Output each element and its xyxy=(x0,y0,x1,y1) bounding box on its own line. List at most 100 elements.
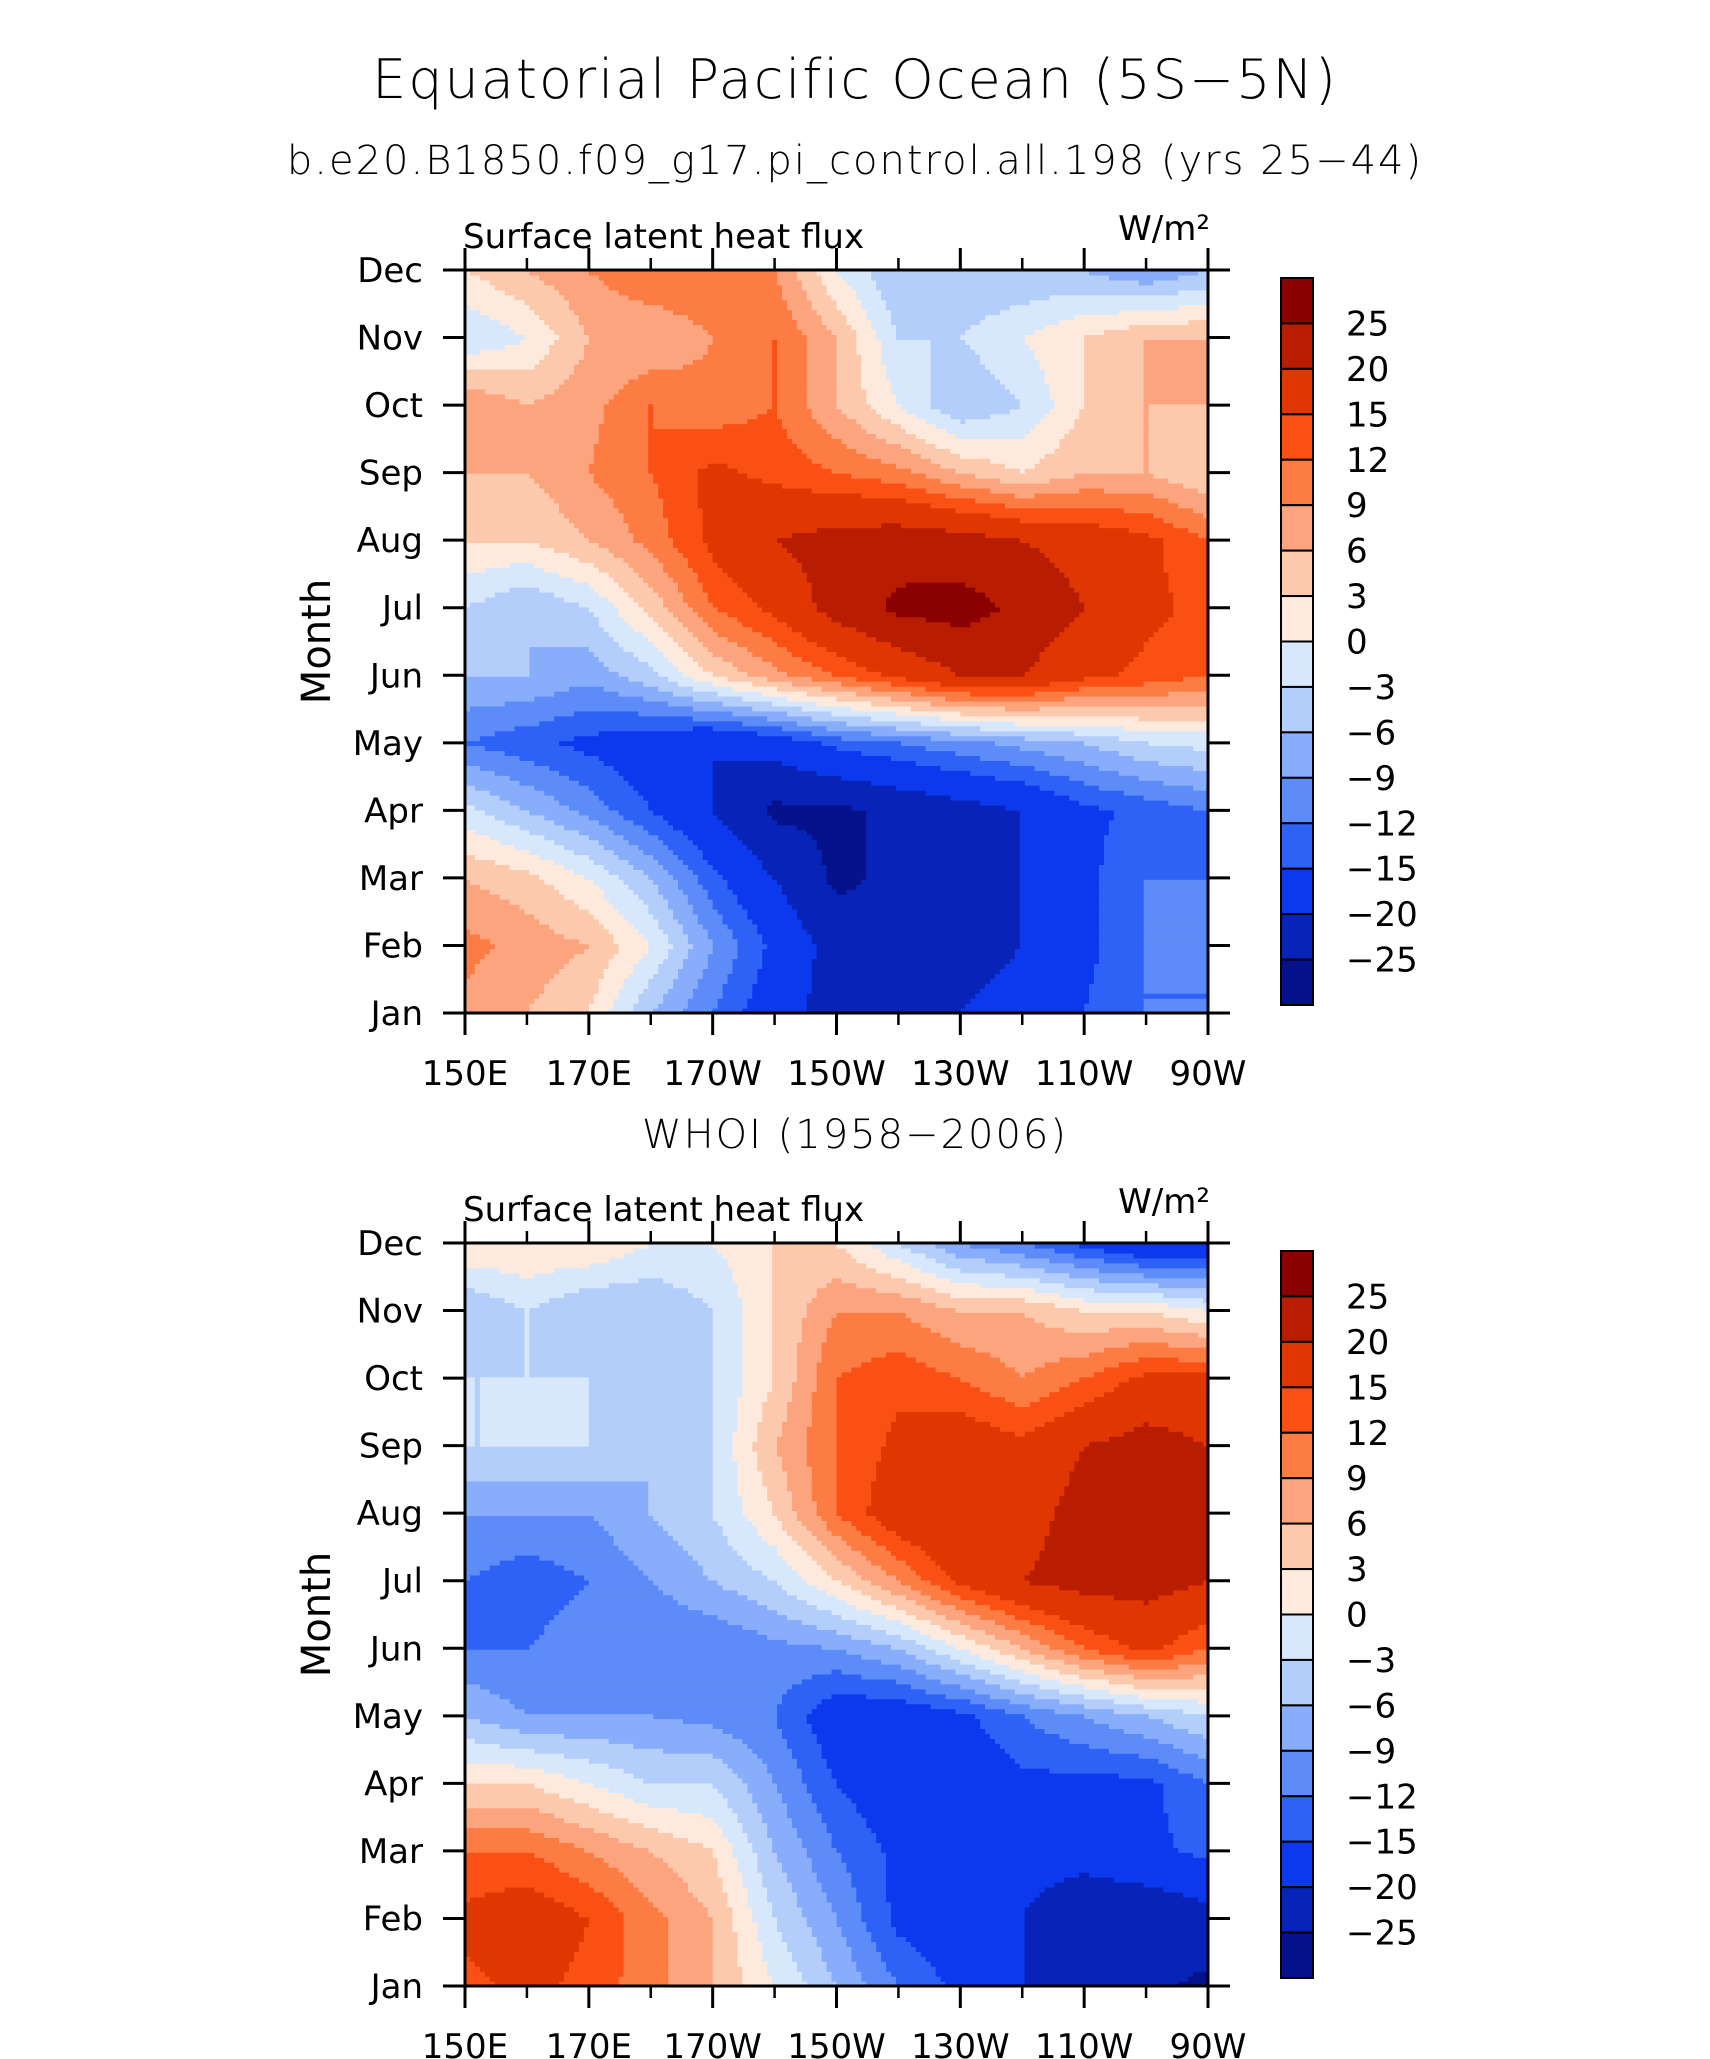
heatmap-cell xyxy=(747,1901,773,1908)
heatmap-cell xyxy=(653,1008,684,1014)
heatmap-cell xyxy=(1054,398,1085,405)
heatmap-cell xyxy=(465,289,506,296)
heatmap-cell xyxy=(534,1886,595,1893)
heatmap-cell xyxy=(1143,374,1209,380)
heatmap-cell xyxy=(737,1426,758,1432)
heatmap-cell xyxy=(900,1292,952,1299)
heatmap-cell xyxy=(692,839,743,846)
heatmap-cell xyxy=(1054,636,1150,643)
heatmap-cell xyxy=(682,596,709,603)
heatmap-cell xyxy=(465,1718,481,1725)
heatmap-cell xyxy=(465,1639,535,1645)
heatmap-cell xyxy=(985,1629,1021,1635)
heatmap-cell xyxy=(856,1896,887,1903)
heatmap-cell xyxy=(1158,626,1209,633)
heatmap-cell xyxy=(1009,1753,1140,1759)
heatmap-cell xyxy=(866,869,1021,875)
heatmap-cell xyxy=(623,1951,669,1957)
heatmap-cell xyxy=(881,344,932,350)
heatmap-cell xyxy=(559,889,605,895)
heatmap-cell xyxy=(866,1921,892,1928)
heatmap-cell xyxy=(524,1708,778,1715)
heatmap-cell xyxy=(712,1327,743,1333)
heatmap-cell xyxy=(638,601,664,608)
heatmap-cell xyxy=(920,1297,1026,1304)
heatmap-cell xyxy=(603,279,778,286)
heatmap-cell xyxy=(1143,448,1150,454)
heatmap-cell xyxy=(519,398,535,405)
heatmap-cell xyxy=(613,829,649,836)
heatmap-cell xyxy=(856,418,892,425)
heatmap-cell xyxy=(1034,1243,1080,1249)
heatmap-cell xyxy=(1014,1431,1026,1437)
heatmap-cell xyxy=(658,963,684,970)
heatmap-cell xyxy=(747,1832,768,1838)
heatmap-cell xyxy=(826,1525,857,1531)
heatmap-cell xyxy=(881,1564,912,1571)
heatmap-cell xyxy=(569,1599,679,1606)
heatmap-cell xyxy=(772,700,818,707)
heatmap-cell xyxy=(821,423,862,430)
heatmap-cell xyxy=(514,1703,778,1710)
heatmap-cell xyxy=(786,671,833,677)
heatmap-cell xyxy=(648,1505,714,1512)
heatmap-cell xyxy=(782,1931,813,1938)
heatmap-cell xyxy=(965,418,1041,425)
heatmap-cell xyxy=(534,760,605,766)
heatmap-cell xyxy=(613,502,664,509)
heatmap-cell xyxy=(930,458,991,464)
heatmap-cell xyxy=(732,1842,753,1848)
heatmap-cell xyxy=(643,299,788,306)
heatmap-cell xyxy=(1118,750,1209,757)
heatmap-cell xyxy=(786,621,843,628)
heatmap-cell xyxy=(777,344,808,350)
heatmap-cell xyxy=(1099,864,1209,870)
heatmap-cell xyxy=(782,418,818,425)
heatmap-cell xyxy=(717,1579,778,1586)
heatmap-cell xyxy=(985,364,1041,370)
heatmap-cell xyxy=(489,948,585,955)
heatmap-cell xyxy=(796,1510,818,1517)
heatmap-cell xyxy=(881,339,932,345)
heatmap-cell xyxy=(465,829,476,836)
heatmap-cell xyxy=(687,1604,768,1611)
heatmap-cell xyxy=(1163,1807,1209,1814)
heatmap-cell xyxy=(569,1872,625,1878)
heatmap-cell xyxy=(465,388,486,395)
heatmap-cell xyxy=(509,800,560,806)
heatmap-cell xyxy=(1183,1891,1209,1898)
heatmap-cell xyxy=(866,834,1021,841)
heatmap-cell xyxy=(554,819,600,826)
heatmap-cell xyxy=(816,1535,843,1541)
heatmap-cell xyxy=(1024,334,1085,340)
heatmap-cell xyxy=(791,1956,823,1962)
heatmap-cell xyxy=(856,1807,1165,1814)
heatmap-cell xyxy=(1074,1406,1209,1413)
heatmap-cell xyxy=(1029,1659,1065,1665)
heatmap-cell xyxy=(727,884,783,890)
heatmap-cell xyxy=(811,1480,838,1487)
heatmap-cell xyxy=(484,596,565,603)
heatmap-cell xyxy=(465,1881,590,1888)
heatmap-cell xyxy=(578,1941,625,1947)
heatmap-cell xyxy=(717,814,773,821)
heatmap-cell xyxy=(955,1644,991,1650)
heatmap-cell xyxy=(638,572,669,578)
heatmap-cell xyxy=(856,289,882,296)
heatmap-cell xyxy=(816,1292,902,1299)
heatmap-cell xyxy=(474,1416,481,1422)
heatmap-cell xyxy=(772,1277,833,1284)
heatmap-cell xyxy=(1143,913,1209,920)
heatmap-cell xyxy=(836,369,862,375)
heatmap-cell xyxy=(489,1976,565,1982)
heatmap-cell xyxy=(712,1243,773,1249)
heatmap-cell xyxy=(970,324,1046,331)
heatmap-cell xyxy=(801,1773,833,1779)
heatmap-cell xyxy=(465,339,521,345)
heatmap-cell xyxy=(465,775,511,781)
colorbar-label: −15 xyxy=(1346,1823,1418,1863)
heatmap-cell xyxy=(806,354,838,360)
heatmap-cell xyxy=(465,918,540,925)
heatmap-cell xyxy=(687,834,739,841)
heatmap-cell xyxy=(1059,1698,1115,1705)
